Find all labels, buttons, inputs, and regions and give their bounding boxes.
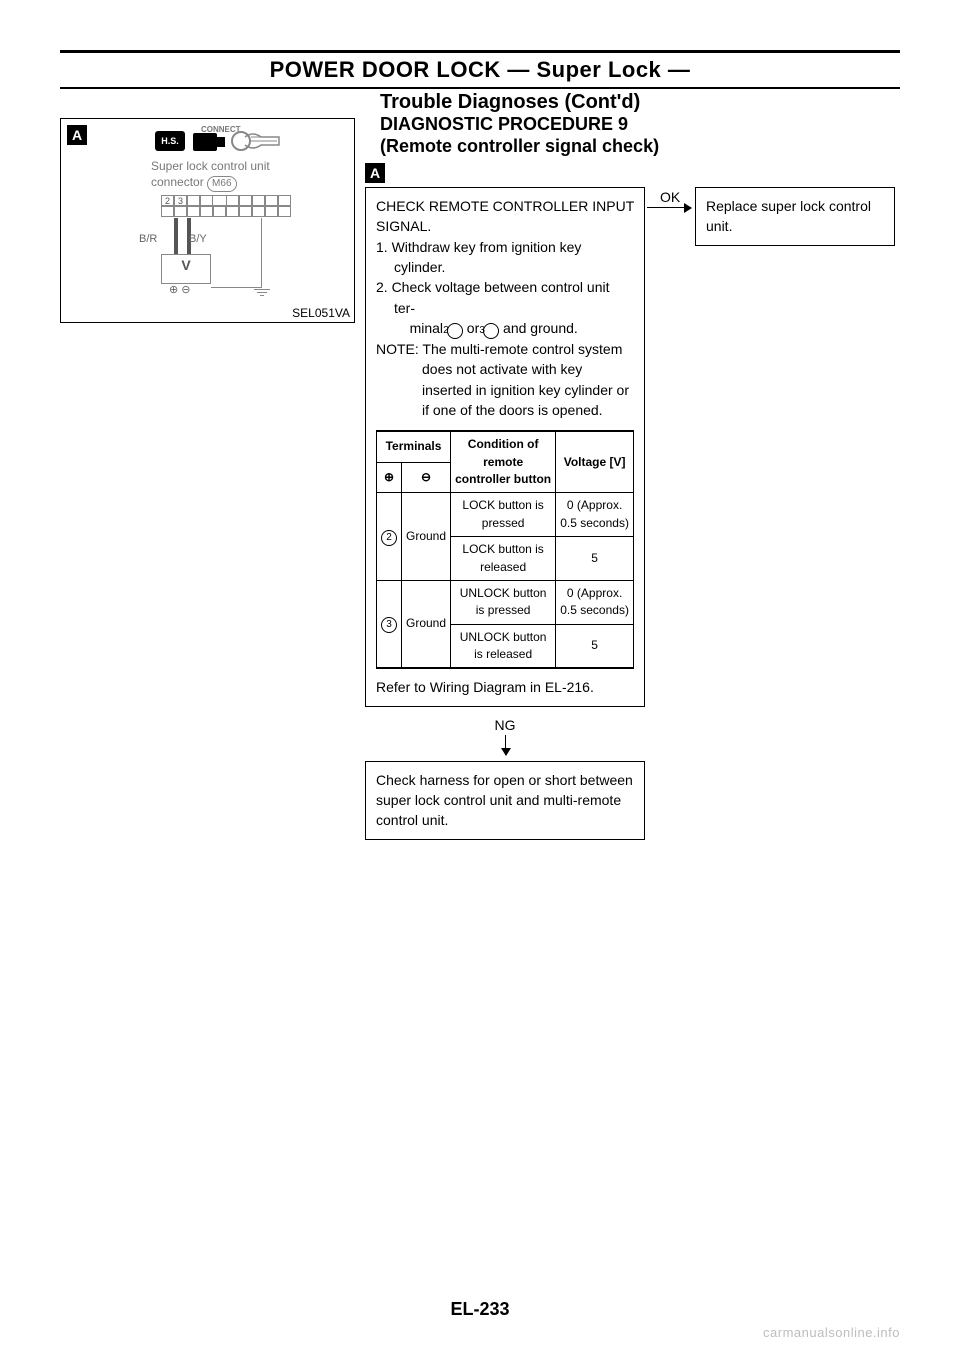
pin-empty [239, 206, 252, 217]
subtitle-proc-sub: (Remote controller signal check) [380, 136, 900, 158]
flow-marker-a: A [365, 163, 385, 183]
page-number: EL-233 [0, 1299, 960, 1320]
circ-3: 3 [381, 617, 397, 633]
cell-unlock-released-v: 5 [556, 624, 634, 668]
page-title: POWER DOOR LOCK — Super Lock — [60, 57, 900, 83]
rule-bottom [60, 87, 900, 89]
arrow-right-icon [647, 207, 691, 208]
hs-icon: H.S. [155, 131, 185, 151]
pin-empty [252, 206, 265, 217]
pin-empty [200, 195, 213, 206]
watermark: carmanualsonline.info [763, 1325, 900, 1340]
pin-empty [278, 195, 291, 206]
box-ok-text: Replace super lock control unit. [706, 198, 871, 234]
voltmeter-v: V [181, 257, 190, 273]
pin-empty [278, 206, 291, 217]
cell-unlock-released: UNLOCK button is released [451, 624, 556, 668]
ground-icon [254, 287, 270, 296]
step2-a: 2. Check voltage between control unit te… [376, 279, 609, 315]
label-by: B/Y [189, 233, 207, 245]
wiring-diagram: A CONNECT H.S. Super lock control unit c… [60, 118, 355, 323]
pin-empty [200, 206, 213, 217]
connector-m66: M66 [207, 176, 236, 192]
pin-empty [161, 206, 174, 217]
ground-wire [261, 218, 262, 288]
pin-empty [226, 206, 239, 217]
th-voltage: Voltage [V] [556, 431, 634, 493]
step-1: 1. Withdraw key from ignition key cylind… [376, 237, 634, 278]
voltage-table: Terminals Condition of remote controller… [376, 430, 634, 669]
step2-b: minal [410, 320, 447, 336]
cell-ground-2: Ground [402, 580, 451, 668]
cell-plus-3: 3 [377, 580, 402, 668]
cell-lock-pressed-v: 0 (Approx. 0.5 seconds) [556, 493, 634, 537]
cell-unlock-pressed: UNLOCK button is pressed [451, 580, 556, 624]
connector-plug-icon [193, 133, 217, 151]
th-condition: Condition of remote controller button [451, 431, 556, 493]
voltmeter-icon: V [161, 254, 211, 284]
subtitle-proc: DIAGNOSTIC PROCEDURE 9 [380, 114, 900, 136]
pin-empty [265, 195, 278, 206]
pin-empty [265, 206, 278, 217]
diagram-inner: A CONNECT H.S. Super lock control unit c… [61, 119, 354, 322]
flowchart: OK Replace super lock control unit. CHEC… [365, 187, 930, 839]
cell-lock-released-v: 5 [556, 537, 634, 581]
note: NOTE: The multi-remote control system do… [376, 339, 634, 420]
circ-2: 2 [381, 530, 397, 546]
refer-wiring: Refer to Wiring Diagram in EL-216. [376, 677, 634, 697]
cell-unlock-pressed-v: 0 (Approx. 0.5 seconds) [556, 580, 634, 624]
th-minus: ⊖ [402, 462, 451, 493]
pin-empty [213, 195, 226, 206]
diagram-marker-a: A [67, 125, 87, 145]
cell-lock-pressed: LOCK button is pressed [451, 493, 556, 537]
cell-plus-2: 2 [377, 493, 402, 581]
label-br: B/R [139, 233, 157, 245]
ok-label: OK [660, 189, 680, 205]
pin-2: 2 [161, 195, 174, 206]
arrow-down-icon [505, 735, 506, 755]
wire-br [174, 218, 178, 256]
subtitle-contd: Trouble Diagnoses (Cont'd) [380, 91, 900, 114]
th-plus: ⊕ [377, 462, 402, 493]
pin-empty [239, 195, 252, 206]
page: POWER DOOR LOCK — Super Lock — Trouble D… [0, 0, 960, 1358]
polarity-label: ⊕ ⊖ [169, 283, 191, 296]
th-terminals: Terminals [377, 431, 451, 462]
ng-label: NG [365, 717, 645, 733]
pin-empty [252, 195, 265, 206]
pin-empty [226, 195, 239, 206]
pin-empty [187, 195, 200, 206]
box-title: CHECK REMOTE CONTROLLER INPUT SIGNAL. [376, 196, 634, 237]
key-hand-icon [231, 129, 286, 153]
pin-empty [187, 206, 200, 217]
arrow-down-wrap [365, 735, 645, 761]
terminal-2: 2 [447, 323, 463, 339]
rule-top [60, 50, 900, 53]
diagram-text-unit: Super lock control unit [151, 159, 270, 173]
pin-3: 3 [174, 195, 187, 206]
connector-prefix: connector [151, 175, 204, 189]
step-2: 2. Check voltage between control unit te… [376, 277, 634, 339]
cell-lock-released: LOCK button is released [451, 537, 556, 581]
box-check-signal: CHECK REMOTE CONTROLLER INPUT SIGNAL. 1.… [365, 187, 645, 707]
pin-empty [174, 206, 187, 217]
terminal-3: 3 [483, 323, 499, 339]
connector-pins: 2 3 [161, 195, 291, 217]
box-ng-text: Check harness for open or short between … [376, 772, 633, 829]
cell-ground-1: Ground [402, 493, 451, 581]
diagram-ref: SEL051VA [292, 306, 350, 320]
diagram-text-connector: connector M66 [151, 175, 237, 192]
box-check-harness: Check harness for open or short between … [365, 761, 645, 840]
step2-d: and ground. [499, 320, 578, 336]
pin-empty [213, 206, 226, 217]
box-replace-unit: Replace super lock control unit. [695, 187, 895, 246]
